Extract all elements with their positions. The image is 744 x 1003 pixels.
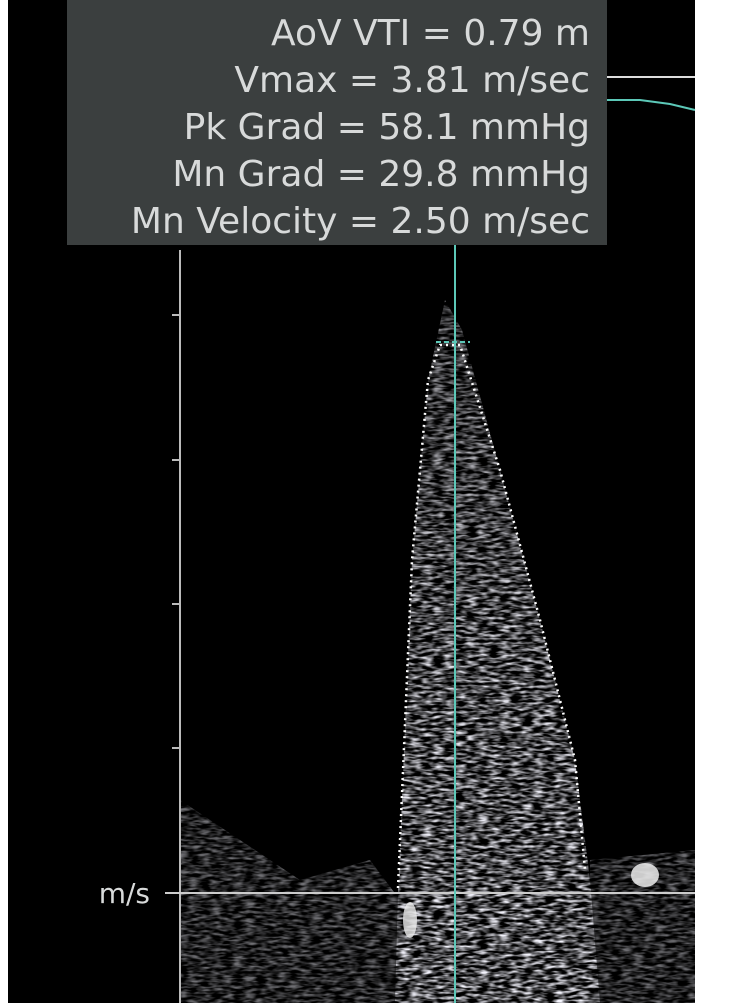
measurement-lines: AoV VTI = 0.79 m Vmax = 3.81 m/sec Pk Grad…: [131, 13, 590, 242]
measurement: Mn Velocity = 2.50 m/sec: [131, 201, 590, 242]
measurement: AoV VTI = 0.79 m: [271, 13, 590, 54]
axis-label: m/s: [99, 877, 150, 910]
artifact-blob: [403, 902, 417, 938]
velocity-trace: [396, 343, 587, 889]
measurement: Vmax = 3.81 m/sec: [234, 60, 590, 101]
doppler-spectrum: [180, 300, 695, 1003]
measurement: Pk Grad = 58.1 mmHg: [184, 107, 590, 148]
measurement: Mn Grad = 29.8 mmHg: [172, 154, 590, 195]
axis-ticks: [172, 314, 180, 749]
ecg-trace: [607, 99, 696, 111]
artifact-blob: [631, 863, 659, 887]
measurement-panel: [67, 0, 607, 245]
